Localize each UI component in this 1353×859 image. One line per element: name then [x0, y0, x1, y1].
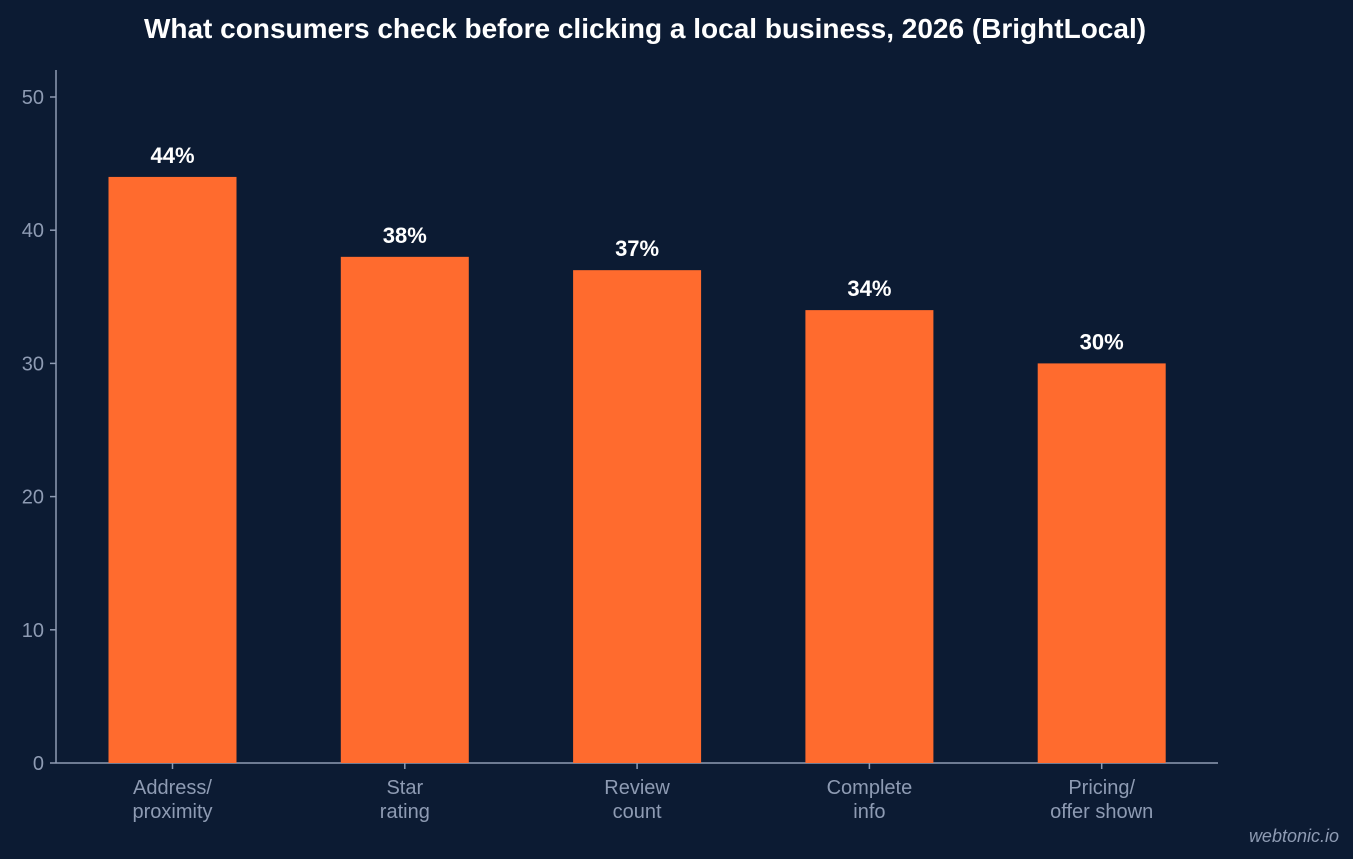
data-label: 30% [1080, 329, 1124, 354]
y-tick-label: 40 [22, 220, 44, 242]
y-tick-label: 10 [22, 620, 44, 642]
x-tick-label: Complete info [827, 777, 913, 823]
chart-title: What consumers check before clicking a l… [143, 13, 1147, 44]
x-tick-label-line: rating [380, 801, 430, 823]
x-tick-label-line: info [853, 801, 885, 823]
bars [108, 176, 1166, 764]
x-tick-labels: Address/proximity Star rating Review count Co… [132, 763, 1153, 823]
y-tick-label: 50 [22, 87, 44, 109]
bar [1037, 363, 1166, 763]
x-tick-label: Pricing/offer shown [1050, 777, 1153, 823]
data-label: 44% [150, 143, 194, 168]
y-tick-label: 0 [33, 753, 44, 775]
bar [108, 176, 237, 764]
x-tick-label-line: Complete [827, 777, 913, 799]
x-tick-label-line: count [613, 801, 662, 823]
x-tick-label-line: Pricing/ [1068, 777, 1135, 799]
data-label: 34% [847, 276, 891, 301]
x-tick-label: Address/proximity [132, 777, 212, 823]
data-label: 38% [383, 223, 427, 248]
x-tick-label: Review count [604, 777, 670, 823]
x-tick-label-line: Review [604, 777, 670, 799]
bar [805, 310, 934, 763]
data-labels: 44% 38% 37% 34% 30% [150, 143, 1123, 354]
bar [340, 256, 469, 763]
y-tick-labels: 0 10 20 30 40 50 [22, 87, 56, 775]
x-tick-label-line: proximity [132, 801, 212, 823]
y-tick-label: 20 [22, 487, 44, 509]
data-label: 37% [615, 236, 659, 261]
x-tick-label-line: Address/ [133, 777, 212, 799]
bar [573, 270, 702, 763]
x-tick-label-line: Star [386, 777, 423, 799]
x-tick-label: Star rating [380, 777, 430, 823]
watermark: webtonic.io [1248, 826, 1339, 846]
y-tick-label: 30 [22, 353, 44, 375]
x-tick-label-line: offer shown [1050, 801, 1153, 823]
